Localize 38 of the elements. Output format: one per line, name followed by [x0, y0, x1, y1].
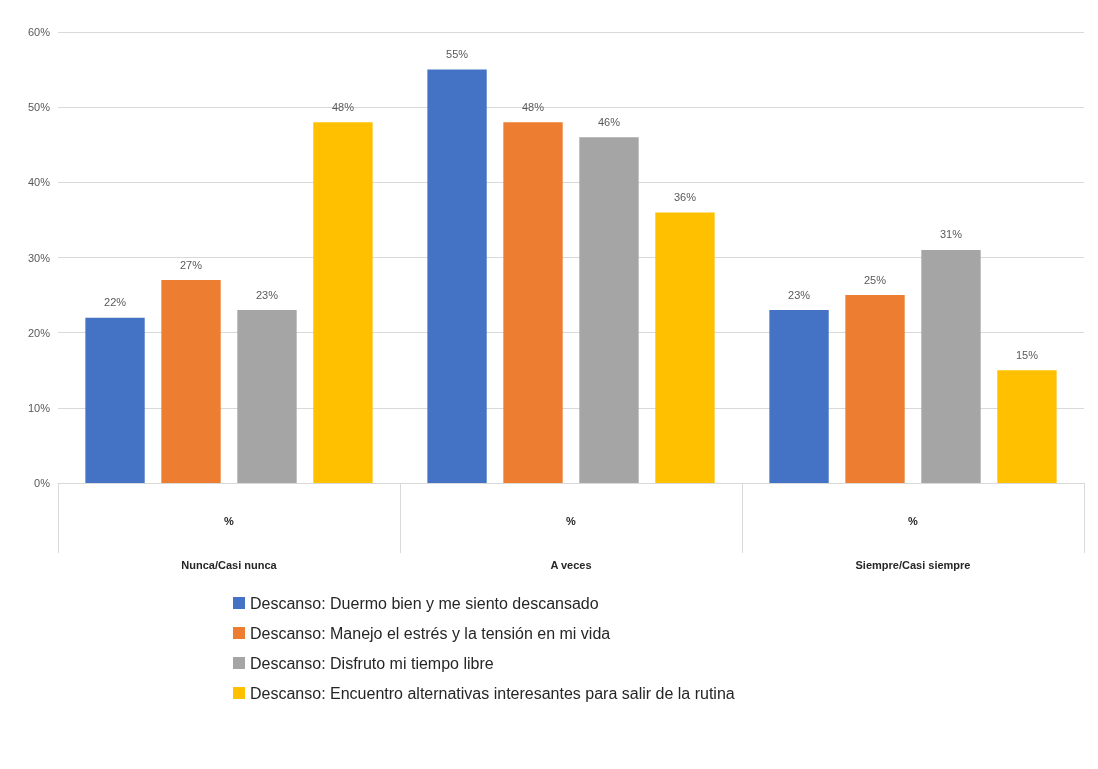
y-tick-label: 10% — [27, 401, 51, 414]
data-label: 27% — [180, 258, 203, 271]
data-label: 31% — [939, 228, 963, 241]
data-label: 23% — [788, 288, 811, 301]
bar — [921, 249, 981, 483]
bar — [427, 69, 487, 483]
data-label: 36% — [673, 190, 697, 203]
data-label: 48% — [522, 100, 545, 113]
data-label: 55% — [446, 48, 469, 61]
legend-label: Descanso: Duermo bien y me siento descansado — [250, 594, 599, 612]
bar — [769, 310, 829, 483]
bar — [85, 317, 145, 483]
data-label: 48% — [331, 100, 355, 113]
y-tick-label: 20% — [27, 326, 51, 339]
legend-label: Descanso: Disfruto mi tiempo libre — [250, 654, 494, 672]
data-label: 25% — [864, 273, 887, 286]
category-label: % Nunca/Casi nunca — [181, 515, 277, 571]
category-label: % Siempre/Casi siempre — [855, 515, 971, 571]
y-tick-label: 60% — [27, 26, 51, 38]
bar — [845, 295, 905, 483]
y-tick-label: 50% — [27, 101, 51, 114]
bar — [313, 122, 373, 483]
bar — [655, 212, 715, 483]
legend-label: Descanso: Encuentro alternativas interesantes para salir de la rutina — [250, 684, 735, 702]
bar — [579, 137, 639, 483]
bar — [237, 310, 297, 483]
data-label: 15% — [1015, 348, 1039, 361]
bar — [161, 280, 221, 483]
bar — [997, 370, 1057, 483]
y-tick-label: 40% — [27, 176, 51, 189]
data-label: 46% — [597, 115, 621, 128]
y-tick-label: 30% — [27, 251, 51, 264]
bar — [503, 122, 563, 483]
category-label: % A veces — [550, 515, 592, 571]
data-label: 23% — [255, 288, 279, 301]
legend-label: Descanso: Manejo el estrés y la tensión en mi vida — [250, 624, 611, 642]
y-tick-label: 0% — [34, 477, 51, 489]
data-label: 22% — [104, 296, 127, 309]
